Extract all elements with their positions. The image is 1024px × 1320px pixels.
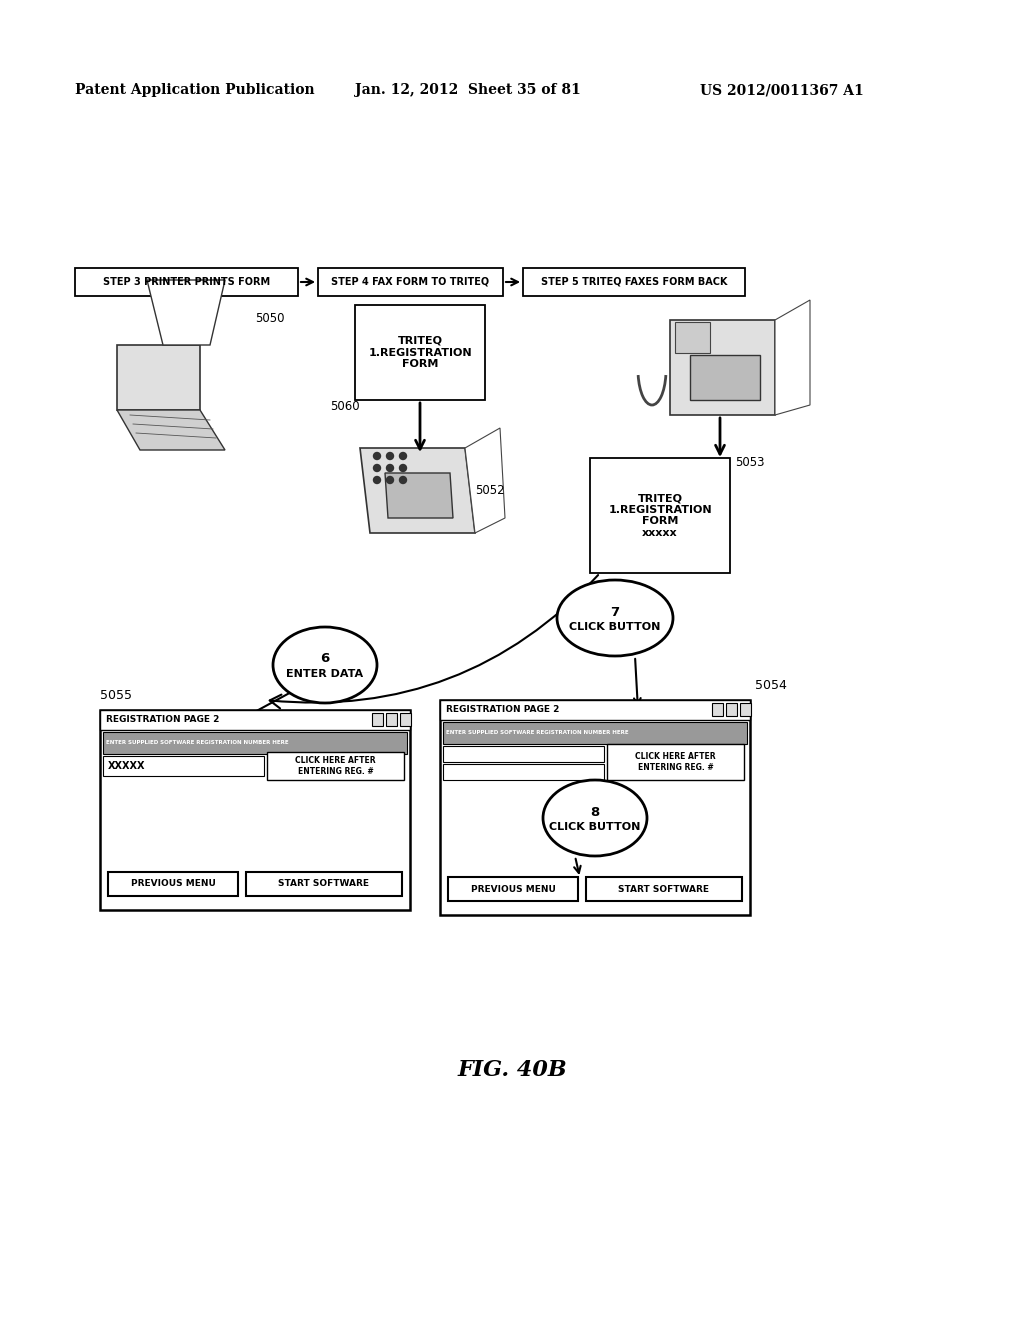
Text: FIG. 40B: FIG. 40B bbox=[457, 1059, 567, 1081]
FancyBboxPatch shape bbox=[523, 268, 745, 296]
Text: STEP 4 FAX FORM TO TRITEQ: STEP 4 FAX FORM TO TRITEQ bbox=[332, 277, 489, 286]
Polygon shape bbox=[675, 322, 710, 352]
Text: START SOFTWARE: START SOFTWARE bbox=[279, 879, 370, 888]
Text: ENTER SUPPLIED SOFTWARE REGISTRATION NUMBER HERE: ENTER SUPPLIED SOFTWARE REGISTRATION NUM… bbox=[446, 730, 629, 735]
Text: 5060: 5060 bbox=[330, 400, 359, 413]
Circle shape bbox=[386, 453, 393, 459]
Polygon shape bbox=[775, 300, 810, 414]
FancyBboxPatch shape bbox=[590, 458, 730, 573]
Text: 5053: 5053 bbox=[735, 455, 765, 469]
Text: PREVIOUS MENU: PREVIOUS MENU bbox=[471, 884, 555, 894]
FancyBboxPatch shape bbox=[443, 722, 746, 744]
FancyBboxPatch shape bbox=[607, 744, 744, 780]
Text: 7: 7 bbox=[610, 606, 620, 619]
Ellipse shape bbox=[273, 627, 377, 704]
Text: Jan. 12, 2012  Sheet 35 of 81: Jan. 12, 2012 Sheet 35 of 81 bbox=[355, 83, 581, 96]
FancyBboxPatch shape bbox=[103, 756, 264, 776]
FancyBboxPatch shape bbox=[449, 876, 578, 902]
FancyBboxPatch shape bbox=[400, 713, 411, 726]
FancyBboxPatch shape bbox=[740, 704, 751, 715]
FancyBboxPatch shape bbox=[100, 710, 410, 909]
Ellipse shape bbox=[557, 579, 673, 656]
Circle shape bbox=[386, 465, 393, 471]
FancyBboxPatch shape bbox=[108, 873, 238, 896]
Text: CLICK BUTTON: CLICK BUTTON bbox=[549, 822, 641, 832]
Polygon shape bbox=[690, 355, 760, 400]
Text: CLICK BUTTON: CLICK BUTTON bbox=[569, 622, 660, 632]
Text: US 2012/0011367 A1: US 2012/0011367 A1 bbox=[700, 83, 864, 96]
Text: TRITEQ
1.REGISTRATION
FORM
xxxxx: TRITEQ 1.REGISTRATION FORM xxxxx bbox=[608, 494, 712, 539]
FancyBboxPatch shape bbox=[372, 713, 383, 726]
Circle shape bbox=[374, 465, 381, 471]
Text: CLICK HERE AFTER
ENTERING REG. #: CLICK HERE AFTER ENTERING REG. # bbox=[295, 756, 376, 776]
Polygon shape bbox=[147, 280, 225, 345]
Polygon shape bbox=[670, 319, 775, 414]
FancyBboxPatch shape bbox=[386, 713, 397, 726]
Text: STEP 5 TRITEQ FAXES FORM BACK: STEP 5 TRITEQ FAXES FORM BACK bbox=[541, 277, 727, 286]
Text: 8: 8 bbox=[591, 805, 600, 818]
Circle shape bbox=[399, 477, 407, 483]
Text: REGISTRATION PAGE 2: REGISTRATION PAGE 2 bbox=[446, 705, 559, 714]
FancyBboxPatch shape bbox=[75, 268, 298, 296]
Circle shape bbox=[399, 465, 407, 471]
Circle shape bbox=[399, 453, 407, 459]
FancyBboxPatch shape bbox=[355, 305, 485, 400]
FancyBboxPatch shape bbox=[440, 700, 750, 915]
Text: START SOFTWARE: START SOFTWARE bbox=[618, 884, 710, 894]
Text: REGISTRATION PAGE 2: REGISTRATION PAGE 2 bbox=[106, 715, 219, 725]
Text: STEP 3 PRINTER PRINTS FORM: STEP 3 PRINTER PRINTS FORM bbox=[103, 277, 270, 286]
Ellipse shape bbox=[543, 780, 647, 855]
Polygon shape bbox=[360, 447, 475, 533]
Polygon shape bbox=[465, 428, 505, 533]
Text: TRITEQ
1.REGISTRATION
FORM: TRITEQ 1.REGISTRATION FORM bbox=[369, 335, 472, 370]
FancyBboxPatch shape bbox=[318, 268, 503, 296]
Text: 5052: 5052 bbox=[475, 483, 505, 496]
FancyBboxPatch shape bbox=[267, 752, 404, 780]
Text: 6: 6 bbox=[321, 652, 330, 665]
Text: XXXXX: XXXXX bbox=[108, 762, 145, 771]
Text: ENTER DATA: ENTER DATA bbox=[287, 669, 364, 678]
FancyBboxPatch shape bbox=[586, 876, 742, 902]
FancyBboxPatch shape bbox=[712, 704, 723, 715]
FancyBboxPatch shape bbox=[440, 700, 750, 719]
FancyBboxPatch shape bbox=[443, 746, 604, 762]
FancyBboxPatch shape bbox=[443, 764, 604, 780]
Text: CLICK HERE AFTER
ENTERING REG. #: CLICK HERE AFTER ENTERING REG. # bbox=[635, 752, 716, 772]
Text: 5054: 5054 bbox=[755, 678, 786, 692]
Text: 5050: 5050 bbox=[255, 312, 285, 325]
FancyBboxPatch shape bbox=[103, 733, 407, 754]
FancyBboxPatch shape bbox=[100, 710, 410, 730]
Text: Patent Application Publication: Patent Application Publication bbox=[75, 83, 314, 96]
Circle shape bbox=[374, 477, 381, 483]
Text: PREVIOUS MENU: PREVIOUS MENU bbox=[131, 879, 215, 888]
FancyBboxPatch shape bbox=[246, 873, 402, 896]
Text: ENTER SUPPLIED SOFTWARE REGISTRATION NUMBER HERE: ENTER SUPPLIED SOFTWARE REGISTRATION NUM… bbox=[106, 741, 289, 746]
FancyBboxPatch shape bbox=[726, 704, 737, 715]
Text: 5055: 5055 bbox=[100, 689, 132, 702]
Circle shape bbox=[374, 453, 381, 459]
Polygon shape bbox=[385, 473, 453, 517]
FancyArrowPatch shape bbox=[269, 576, 598, 709]
Polygon shape bbox=[117, 411, 225, 450]
Polygon shape bbox=[117, 345, 200, 411]
Circle shape bbox=[386, 477, 393, 483]
